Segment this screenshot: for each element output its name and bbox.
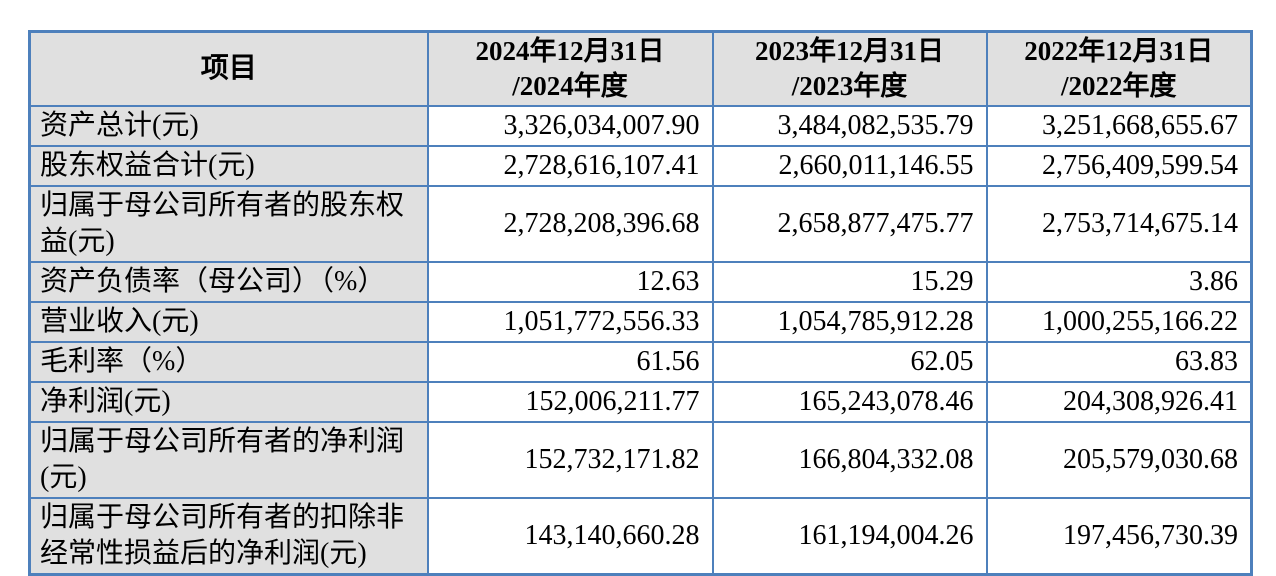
table-row-operating-revenue: 营业收入(元) 1,051,772,556.33 1,054,785,912.2… [28, 300, 1253, 343]
cell-value: 152,732,171.82 [426, 420, 714, 499]
cell-value: 143,140,660.28 [426, 496, 714, 575]
table-row-total-equity: 股东权益合计(元) 2,728,616,107.41 2,660,011,146… [28, 144, 1253, 187]
row-label: 归属于母公司所有者的净利润(元) [28, 420, 429, 499]
table-row-net-profit-excl-nonrecurring: 归属于母公司所有者的扣除非经常性损益后的净利润(元) 143,140,660.2… [28, 496, 1253, 575]
col-header-period-2023: 2023年12月31日 /2023年度 [711, 30, 988, 107]
cell-value: 12.63 [426, 260, 714, 303]
table-row-net-profit: 净利润(元) 152,006,211.77 165,243,078.46 204… [28, 380, 1253, 423]
cell-value: 165,243,078.46 [711, 380, 988, 423]
cell-value: 3,484,082,535.79 [711, 104, 988, 147]
row-label: 归属于母公司所有者的扣除非经常性损益后的净利润(元) [28, 496, 429, 575]
cell-value: 2,728,208,396.68 [426, 184, 714, 263]
period-date: 2022年12月31日 [1024, 35, 1214, 66]
cell-value: 205,579,030.68 [985, 420, 1253, 499]
cell-value: 1,054,785,912.28 [711, 300, 988, 343]
col-header-period-2022: 2022年12月31日 /2022年度 [985, 30, 1253, 107]
row-label: 股东权益合计(元) [28, 144, 429, 187]
col-header-period-2024: 2024年12月31日 /2024年度 [426, 30, 714, 107]
period-date: 2024年12月31日 [475, 35, 665, 66]
cell-value: 204,308,926.41 [985, 380, 1253, 423]
table-row-net-profit-attributable-to-parent: 归属于母公司所有者的净利润(元) 152,732,171.82 166,804,… [28, 420, 1253, 499]
cell-value: 1,051,772,556.33 [426, 300, 714, 343]
row-label: 资产负债率（母公司）（%） [28, 260, 429, 303]
row-label: 资产总计(元) [28, 104, 429, 147]
cell-value: 197,456,730.39 [985, 496, 1253, 575]
period-year: /2024年度 [512, 70, 628, 101]
cell-value: 161,194,004.26 [711, 496, 988, 575]
table-row-debt-ratio: 资产负债率（母公司）（%） 12.63 15.29 3.86 [28, 260, 1253, 303]
row-label: 归属于母公司所有者的股东权益(元) [28, 184, 429, 263]
cell-value: 2,658,877,475.77 [711, 184, 988, 263]
financial-summary-table: 项目 2024年12月31日 /2024年度 2023年12月31日 /2023… [28, 30, 1253, 576]
col-header-item: 项目 [28, 30, 429, 107]
row-label: 营业收入(元) [28, 300, 429, 343]
cell-value: 2,660,011,146.55 [711, 144, 988, 187]
cell-value: 3.86 [985, 260, 1253, 303]
period-date: 2023年12月31日 [755, 35, 944, 66]
table-row-gross-margin: 毛利率（%） 61.56 62.05 63.83 [28, 340, 1253, 383]
cell-value: 2,753,714,675.14 [985, 184, 1253, 263]
cell-value: 1,000,255,166.22 [985, 300, 1253, 343]
cell-value: 2,756,409,599.54 [985, 144, 1253, 187]
cell-value: 15.29 [711, 260, 988, 303]
row-label: 毛利率（%） [28, 340, 429, 383]
cell-value: 61.56 [426, 340, 714, 383]
header-row: 项目 2024年12月31日 /2024年度 2023年12月31日 /2023… [28, 30, 1253, 107]
period-year: /2023年度 [791, 70, 908, 101]
table-row-equity-attributable-to-parent: 归属于母公司所有者的股东权益(元) 2,728,208,396.68 2,658… [28, 184, 1253, 263]
table-row-total-assets: 资产总计(元) 3,326,034,007.90 3,484,082,535.7… [28, 104, 1253, 147]
cell-value: 152,006,211.77 [426, 380, 714, 423]
cell-value: 2,728,616,107.41 [426, 144, 714, 187]
cell-value: 63.83 [985, 340, 1253, 383]
cell-value: 166,804,332.08 [711, 420, 988, 499]
cell-value: 3,251,668,655.67 [985, 104, 1253, 147]
period-year: /2022年度 [1060, 70, 1177, 101]
cell-value: 3,326,034,007.90 [426, 104, 714, 147]
cell-value: 62.05 [711, 340, 988, 383]
row-label: 净利润(元) [28, 380, 429, 423]
